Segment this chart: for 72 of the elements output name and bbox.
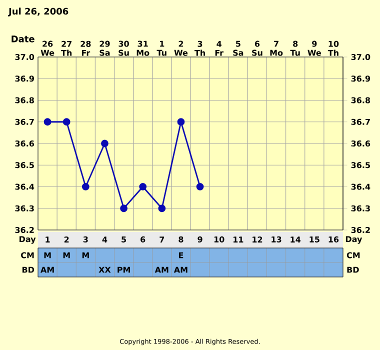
- x-axis-title: Date: [12, 36, 34, 42]
- x-tick-label: 2 We: [174, 40, 188, 56]
- text: Day: [346, 236, 362, 244]
- x-tick-label: 15: [310, 236, 320, 242]
- x-tick-label: 31 Mo: [136, 40, 150, 56]
- x-tick-label: 6 Su: [252, 40, 262, 56]
- text: AM: [40, 266, 54, 273]
- point: [196, 183, 204, 190]
- x-tick-label: 5: [122, 236, 126, 242]
- x-tick-label: 26 We: [40, 40, 54, 56]
- x-tick-label: 27 Th: [61, 40, 72, 56]
- text: AM: [174, 266, 188, 273]
- x-tick-label: 10 Th: [328, 40, 339, 56]
- point: [44, 118, 52, 126]
- y-tick-label: 36.9: [15, 76, 34, 82]
- y2-tick-label: 36.8: [351, 97, 370, 104]
- y-tick-label: 36.4: [15, 184, 34, 190]
- text: XX: [98, 266, 111, 273]
- text: M: [63, 252, 70, 258]
- x-tick-label: 16: [328, 236, 339, 242]
- y2-tick-label: 36.4: [351, 184, 370, 190]
- x-tick-label: 4 Fr: [215, 40, 224, 56]
- y2-tick-label: 37.0: [351, 54, 370, 60]
- point: [82, 183, 90, 190]
- x-tick-label: 1 Tu: [156, 40, 166, 56]
- point: [120, 204, 128, 212]
- y-tick-label: 36.5: [15, 162, 34, 168]
- y-tick-label: 36.8: [15, 97, 34, 104]
- y2-tick-label: 36.6: [351, 140, 370, 147]
- y-tick-label: 36.2: [15, 226, 34, 234]
- text: M: [44, 252, 51, 258]
- y2-tick-label: 36.7: [351, 118, 370, 125]
- x-tick-label: 2: [64, 236, 69, 242]
- text: E: [178, 252, 184, 258]
- x-tick-label: 5 Sa: [233, 40, 244, 56]
- x-tick-label: 1: [46, 236, 50, 242]
- y-tick-label: 36.7: [15, 118, 34, 125]
- x-tick-label: 12: [252, 236, 262, 242]
- x-tick-label: 8 Tu: [290, 40, 300, 56]
- text: PM: [118, 266, 130, 273]
- x-tick-label: 3 Th: [194, 40, 205, 56]
- point: [101, 140, 108, 148]
- x-tick-label: 6: [140, 236, 146, 242]
- x-tick-label: 4: [102, 236, 108, 242]
- point: [139, 183, 147, 190]
- y2-tick-label: 36.5: [351, 162, 370, 168]
- x-tick-label: 9 We: [308, 40, 321, 56]
- point: [158, 204, 166, 212]
- text: M: [82, 252, 89, 258]
- y2-tick-label: 36.9: [351, 76, 370, 82]
- x-tick-label: 13: [272, 236, 282, 242]
- point: [62, 118, 70, 126]
- x-tick-label: 8: [178, 236, 184, 242]
- y-tick-label: 36.3: [15, 205, 34, 212]
- y2-tick-label: 36.3: [351, 205, 370, 212]
- y-tick-label: 37.0: [15, 54, 34, 60]
- x-tick-label: 30 Su: [118, 40, 129, 56]
- y2-tick-label: 36.2: [351, 226, 370, 234]
- chart-title: Jul 26, 2006: [8, 8, 68, 16]
- x-tick-label: 11: [234, 236, 244, 242]
- x-tick-label: 9: [198, 236, 202, 242]
- x-tick-label: 14: [290, 236, 301, 242]
- point: [177, 118, 185, 126]
- y-tick-label: 36.6: [15, 140, 34, 147]
- x-tick-label: 3: [83, 236, 88, 242]
- x-tick-label: 10: [214, 236, 224, 242]
- x-tick-label: 29 Sa: [100, 40, 110, 56]
- text: AM: [154, 266, 168, 273]
- x-axis-title: Day: [20, 236, 36, 244]
- x-tick-label: 7: [160, 236, 164, 242]
- x-tick-label: 28 Fr: [80, 40, 91, 56]
- x-tick-label: 7 Mo: [270, 40, 283, 56]
